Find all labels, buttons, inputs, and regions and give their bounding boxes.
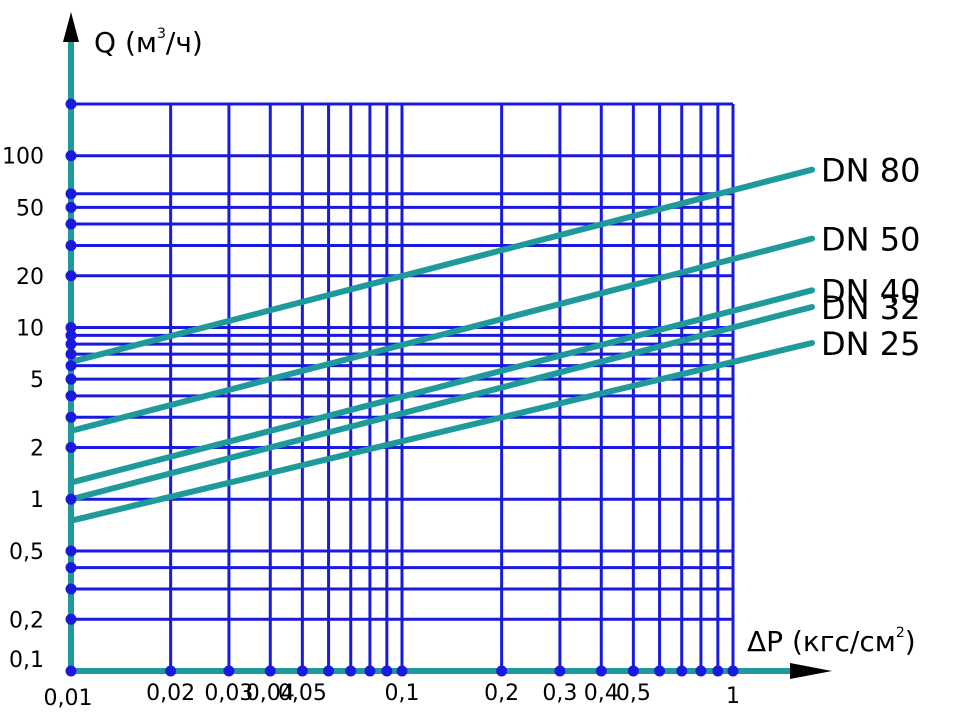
y-axis-dot — [65, 329, 77, 341]
x-tick-label: 0,1 — [385, 681, 420, 706]
x-axis-dot — [165, 665, 177, 677]
y-axis-dot — [65, 390, 77, 402]
x-tick-label: 0,03 — [204, 681, 253, 706]
tick-labels: 0,01 0,02 0,030,040,05 0,1 0,2 0,3 0,40,5 10,10… — [2, 145, 740, 711]
y-axis-dot — [65, 218, 77, 230]
series-line-dn-32 — [68, 303, 815, 503]
series-label-dn-80: DN 80 — [821, 152, 920, 190]
x-tick-label: 0,04 — [246, 681, 295, 706]
y-tick-label: 1 — [30, 488, 44, 513]
y-tick-label: 50 — [16, 196, 44, 221]
y-tick-label: 100 — [2, 145, 44, 170]
y-axis-dot — [65, 583, 77, 595]
y-tick-label: 0,5 — [9, 540, 44, 565]
series-line-dn-40 — [68, 287, 815, 486]
y-axis-arrow-icon — [63, 12, 79, 42]
y-axis-dot — [65, 373, 77, 385]
x-axis-dot — [345, 665, 357, 677]
x-tick-label: 0,4 — [584, 681, 619, 706]
x-tick-label: 0,01 — [44, 686, 93, 711]
series-line-dn-25 — [68, 339, 815, 524]
x-axis-dot — [627, 665, 639, 677]
y-axis-dot — [65, 493, 77, 505]
x-axis-dot — [712, 665, 724, 677]
y-axis-dot — [65, 150, 77, 162]
x-axis-dot — [654, 665, 666, 677]
y-tick-label: 20 — [16, 265, 44, 290]
x-axis-dot — [323, 665, 335, 677]
x-axis-dot — [223, 665, 235, 677]
x-axis-dot — [496, 665, 508, 677]
series-label-dn-50: DN 50 — [821, 221, 920, 259]
series-label-dn-25: DN 25 — [821, 325, 920, 363]
y-tick-label: 10 — [16, 316, 44, 341]
x-axis-arrow-icon — [790, 663, 832, 679]
x-axis-dot — [595, 665, 607, 677]
y-axis-dot — [65, 545, 77, 557]
series-line-dn-80 — [68, 166, 815, 365]
x-tick-label: 0,2 — [484, 681, 519, 706]
y-axis-dot — [65, 188, 77, 200]
y-axis-dot — [65, 201, 77, 213]
y-axis-dot — [65, 240, 77, 252]
x-axis-dot — [364, 665, 376, 677]
x-axis-dot — [396, 665, 408, 677]
y-axis-dot — [65, 613, 77, 625]
y-axis-dot — [65, 338, 77, 350]
tick-dots — [65, 98, 739, 677]
y-axis-title: Q (м3/ч) — [94, 26, 203, 59]
y-tick-label: 2 — [30, 437, 44, 462]
series-label-dn-32: DN 32 — [821, 289, 920, 327]
series-label-dn-40: DN 40 — [821, 272, 920, 310]
y-axis-dot — [65, 442, 77, 454]
x-tick-label: 0,3 — [542, 681, 577, 706]
y-axis-dot — [65, 562, 77, 574]
origin-dot — [65, 665, 77, 677]
y-axis-dot — [65, 98, 77, 110]
x-axis-dot — [676, 665, 688, 677]
y-tick-label: 5 — [30, 368, 44, 393]
x-tick-label: 0,5 — [616, 681, 651, 706]
x-axis-title: ΔP (кгс/см2) — [747, 625, 916, 658]
y-axis-dot — [65, 360, 77, 372]
y-tick-label: 0,2 — [9, 608, 44, 633]
x-tick-label: 1 — [726, 684, 740, 709]
x-axis-dot — [264, 665, 276, 677]
x-axis-dot — [554, 665, 566, 677]
x-axis-dot — [381, 665, 393, 677]
x-axis-dot — [727, 665, 739, 677]
y-axis-dot — [65, 411, 77, 423]
y-axis-dot — [65, 348, 77, 360]
x-axis-dot — [695, 665, 707, 677]
y-axis-dot — [65, 270, 77, 282]
series-line-dn-50 — [68, 235, 815, 434]
y-axis-dot — [65, 321, 77, 333]
x-tick-label: 0,02 — [146, 681, 195, 706]
x-tick-label: 0,05 — [278, 681, 327, 706]
x-axis-dot — [296, 665, 308, 677]
y-tick-label: 0,1 — [9, 648, 44, 673]
